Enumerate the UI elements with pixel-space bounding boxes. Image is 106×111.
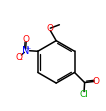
Text: O: O <box>46 24 53 33</box>
Text: O: O <box>15 53 22 62</box>
Text: O: O <box>23 35 30 44</box>
Text: O: O <box>93 77 100 86</box>
Text: Cl: Cl <box>80 90 89 99</box>
Text: N: N <box>22 46 29 56</box>
Text: -: - <box>19 55 22 64</box>
Text: +: + <box>25 46 31 51</box>
